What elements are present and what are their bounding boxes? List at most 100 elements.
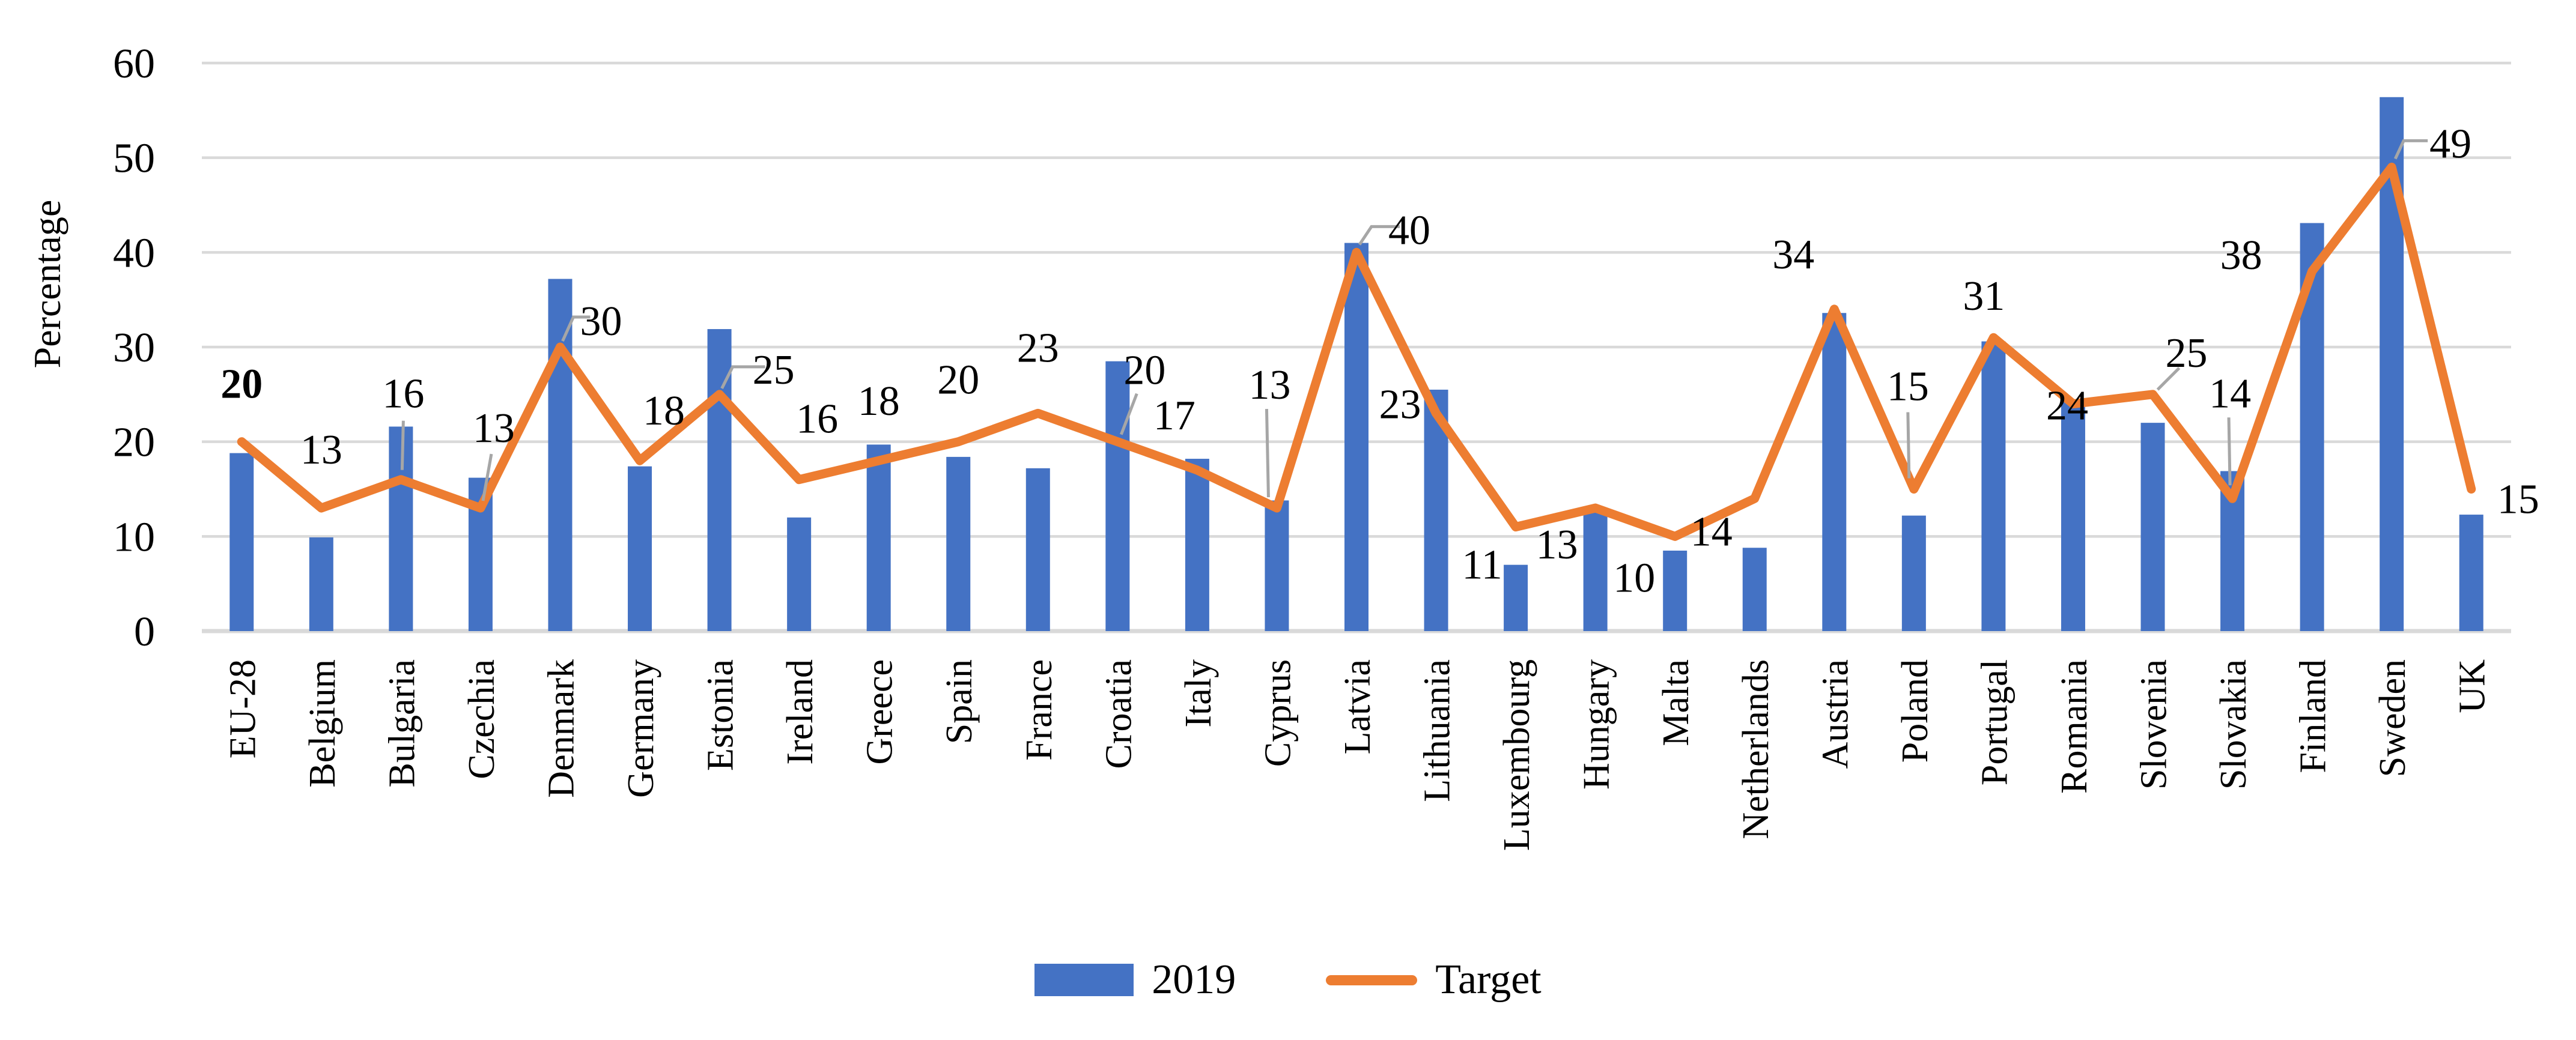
data-label-latvia: 40 — [1388, 207, 1430, 253]
category-label-slovakia: Slovakia — [2213, 659, 2254, 790]
data-label-luxembourg: 11 — [1462, 542, 1502, 588]
bar-belgium — [309, 537, 333, 631]
data-label-estonia: 25 — [753, 347, 795, 393]
data-label-bulgaria: 16 — [382, 371, 424, 417]
category-label-spain: Spain — [939, 659, 980, 744]
category-label-germany: Germany — [621, 659, 661, 798]
category-label-finland: Finland — [2293, 659, 2334, 773]
legend-swatch-2019-bar — [1034, 964, 1134, 996]
data-label-eu-28: 20 — [220, 361, 263, 408]
category-label-estonia: Estonia — [700, 659, 741, 771]
y-tick-10: 10 — [113, 514, 155, 560]
data-label-denmark: 30 — [580, 298, 622, 345]
y-axis-tick-labels: 0 10 20 30 40 50 60 — [113, 41, 155, 655]
data-label-lithuania: 23 — [1379, 381, 1421, 428]
bar-poland — [1901, 515, 1926, 631]
data-label-hungary: 13 — [1536, 522, 1578, 568]
data-label-italy: 17 — [1153, 393, 1195, 439]
legend-item-target: Target — [1326, 956, 1542, 1004]
leader-line-bulgaria — [400, 420, 405, 470]
y-tick-60: 60 — [113, 41, 155, 87]
bar-luxembourg — [1504, 564, 1528, 631]
target-line-series — [237, 162, 2476, 541]
category-label-luxembourg: Luxembourg — [1496, 659, 1537, 851]
category-label-czechia: Czechia — [461, 659, 502, 779]
bar-italy — [1185, 459, 1209, 631]
bar-netherlands — [1742, 548, 1767, 631]
leader-line-czechia — [481, 453, 493, 501]
data-label-cyprus: 13 — [1248, 362, 1290, 408]
category-label-italy: Italy — [1178, 659, 1219, 728]
legend-item-2019: 2019 — [1034, 956, 1236, 1004]
category-label-slovenia: Slovenia — [2134, 659, 2175, 790]
bar-croatia — [1105, 361, 1130, 631]
bar-bulgaria — [389, 426, 413, 631]
y-tick-50: 50 — [113, 136, 155, 182]
data-label-austria: 34 — [1772, 232, 1814, 278]
category-label-belgium: Belgium — [302, 659, 343, 788]
y-tick-30: 30 — [113, 325, 155, 371]
data-label-belgium: 13 — [300, 427, 342, 473]
bar-malta — [1663, 550, 1687, 631]
bar-spain — [946, 456, 971, 631]
category-label-france: France — [1019, 659, 1060, 761]
category-label-netherlands: Netherlands — [1736, 659, 1776, 839]
bar-hungary — [1583, 512, 1608, 631]
category-label-croatia: Croatia — [1098, 659, 1139, 769]
data-label-greece: 18 — [858, 378, 900, 425]
bar-series-2019 — [229, 97, 2483, 632]
bar-uk — [2459, 515, 2483, 631]
category-label-bulgaria: Bulgaria — [381, 659, 422, 788]
bar-romania — [2061, 401, 2085, 631]
bar-cyprus — [1265, 500, 1289, 631]
data-label-poland: 15 — [1887, 364, 1929, 410]
leader-line-sweden — [2393, 139, 2428, 160]
leader-line-estonia — [720, 365, 765, 389]
bar-eu-28 — [229, 453, 254, 631]
category-label-portugal: Portugal — [1974, 659, 2015, 785]
bar-ireland — [787, 517, 812, 631]
category-label-lithuania: Lithuania — [1417, 659, 1458, 802]
data-label-croatia: 20 — [1123, 348, 1165, 394]
category-label-denmark: Denmark — [541, 659, 582, 798]
bar-germany — [628, 466, 652, 631]
legend-label-2019: 2019 — [1152, 957, 1236, 1003]
y-tick-0: 0 — [134, 609, 155, 655]
bar-greece — [866, 444, 891, 631]
data-label-netherlands: 14 — [1690, 509, 1733, 555]
category-label-poland: Poland — [1895, 659, 1936, 763]
leader-line-slovenia — [2156, 367, 2181, 391]
category-label-malta: Malta — [1656, 659, 1697, 746]
label-leader-lines — [400, 139, 2428, 501]
category-label-latvia: Latvia — [1337, 659, 1378, 754]
category-label-cyprus: Cyprus — [1257, 659, 1298, 767]
leader-line-latvia — [1358, 225, 1400, 246]
leader-line-slovakia — [2227, 417, 2232, 486]
y-axis-title: Percentage — [26, 200, 68, 369]
data-label-portugal: 31 — [1963, 273, 2005, 319]
leader-line-poland — [1906, 412, 1911, 479]
category-label-hungary: Hungary — [1576, 659, 1617, 790]
y-tick-40: 40 — [113, 230, 155, 276]
legend: 2019 Target — [0, 956, 2576, 1004]
x-axis-category-labels: EU-28 Belgium Bulgaria Czechia Denmark German… — [222, 659, 2492, 851]
category-label-eu-28: EU-28 — [222, 659, 263, 758]
data-label-france: 23 — [1017, 325, 1059, 371]
category-label-romania: Romania — [2054, 659, 2095, 794]
bar-portugal — [1981, 341, 2006, 631]
legend-swatch-target-line — [1326, 975, 1418, 985]
category-label-greece: Greece — [860, 659, 901, 765]
bar-latvia — [1344, 243, 1368, 632]
leader-line-croatia — [1120, 393, 1138, 435]
data-label-spain: 20 — [937, 357, 979, 404]
data-label-czechia: 13 — [473, 405, 515, 452]
category-label-austria: Austria — [1815, 659, 1856, 769]
bar-france — [1025, 468, 1050, 631]
data-label-sweden: 49 — [2429, 121, 2471, 167]
leader-line-cyprus — [1265, 408, 1270, 498]
data-label-germany: 18 — [643, 388, 685, 434]
bar-austria — [1822, 313, 1847, 631]
